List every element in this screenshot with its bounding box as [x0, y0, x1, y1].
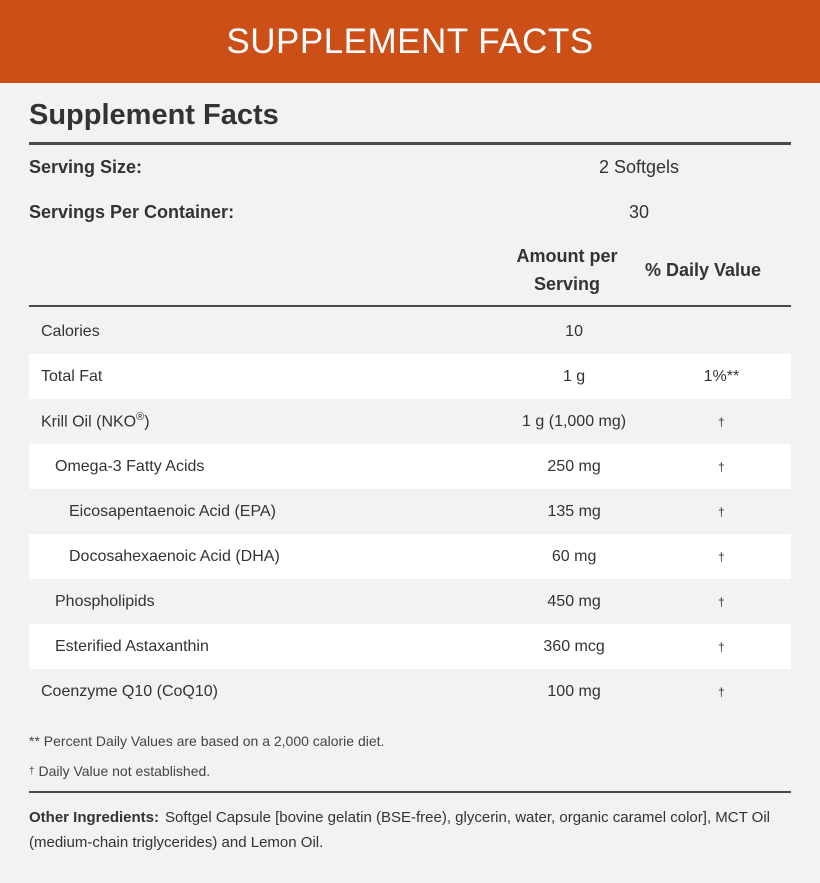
- table-row: Total Fat 1 g 1%**: [29, 354, 791, 399]
- page-banner: SUPPLEMENT FACTS: [0, 0, 820, 83]
- footnote-dagger: † Daily Value not established.: [29, 756, 791, 786]
- nutrient-amount: 100 mg: [547, 682, 601, 700]
- amount-per-serving-header: Amount per Serving: [509, 242, 625, 298]
- table-row: Eicosapentaenoic Acid (EPA) 135 mg †: [29, 489, 791, 534]
- nutrient-dv: †: [652, 683, 791, 701]
- nutrient-amount: 1 g: [562, 367, 586, 385]
- nutrient-dv: †: [652, 593, 791, 611]
- dagger-mark: †: [718, 549, 725, 564]
- footnote-divider: [29, 791, 791, 793]
- footnote-percent-dv: ** Percent Daily Values are based on a 2…: [29, 733, 385, 749]
- table-row: Phospholipids 450 mg †: [29, 579, 791, 624]
- supplement-facts-panel: Supplement Facts Serving Size: 2 Softgel…: [29, 83, 791, 855]
- nutrient-name: Calories: [41, 322, 100, 340]
- nutrient-amount: 250 mg: [547, 457, 601, 475]
- nutrient-amount: 450 mg: [547, 592, 601, 610]
- nutrient-dv: †: [652, 458, 791, 476]
- nutrient-name: Esterified Astaxanthin: [55, 637, 209, 655]
- other-ingredients-text: Softgel Capsule [bovine gelatin (BSE-fre…: [29, 809, 770, 851]
- banner-title: SUPPLEMENT FACTS: [226, 21, 594, 61]
- nutrient-name-text: Krill Oil (NKO: [41, 413, 137, 431]
- amount-header-line1: Amount per: [516, 246, 618, 266]
- heading-divider: [29, 142, 791, 145]
- table-row: Omega-3 Fatty Acids 250 mg †: [29, 444, 791, 489]
- nutrient-name: Docosahexaenoic Acid (DHA): [69, 547, 280, 565]
- dagger-mark: †: [718, 459, 725, 474]
- dagger-mark: †: [718, 504, 725, 519]
- dagger-mark: †: [718, 639, 725, 654]
- nutrient-dv: †: [652, 503, 791, 521]
- nutrient-dv: †: [652, 638, 791, 656]
- nutrient-amount: 360 mcg: [543, 637, 605, 655]
- nutrient-name: Phospholipids: [55, 592, 155, 610]
- servings-per-container-row: Servings Per Container: 30: [29, 190, 791, 235]
- dagger-mark: †: [718, 684, 725, 699]
- nutrient-amount: 135 mg: [547, 502, 601, 520]
- registered-mark: ®: [136, 411, 145, 424]
- amount-header-line2: Serving: [533, 274, 601, 294]
- servings-per-container-value: 30: [628, 202, 650, 222]
- nutrient-name: Eicosapentaenoic Acid (EPA): [69, 502, 276, 520]
- table-row: Krill Oil (NKO®) 1 g (1,000 mg) †: [29, 399, 791, 444]
- serving-size-label: Serving Size:: [29, 157, 143, 177]
- nutrient-dv: 1%**: [703, 367, 740, 385]
- nutrient-name: Coenzyme Q10 (CoQ10): [41, 682, 218, 700]
- nutrient-name: Omega-3 Fatty Acids: [55, 457, 205, 475]
- table-row: Esterified Astaxanthin 360 mcg †: [29, 624, 791, 669]
- nutrient-table: Calories 10 Total Fat 1 g 1%** Krill Oil…: [29, 309, 791, 714]
- header-divider: [29, 305, 791, 307]
- daily-value-header: % Daily Value: [644, 259, 762, 280]
- table-row: Coenzyme Q10 (CoQ10) 100 mg †: [29, 669, 791, 714]
- nutrient-amount: 10: [565, 322, 583, 340]
- nutrient-dv: †: [652, 413, 791, 431]
- nutrient-name: Total Fat: [41, 367, 103, 385]
- other-ingredients-label: Other Ingredients:: [29, 809, 160, 826]
- serving-size-row: Serving Size: 2 Softgels: [29, 145, 791, 190]
- facts-heading: Supplement Facts: [29, 99, 279, 131]
- table-row: Calories 10: [29, 309, 791, 354]
- footnotes: ** Percent Daily Values are based on a 2…: [29, 714, 791, 786]
- dagger-mark: †: [718, 414, 725, 429]
- footnote-dagger-text: Daily Value not established.: [34, 763, 211, 779]
- serving-size-value: 2 Softgels: [598, 157, 680, 177]
- nutrient-amount: 1 g (1,000 mg): [522, 412, 627, 430]
- other-ingredients: Other Ingredients: Softgel Capsule [bovin…: [29, 793, 791, 855]
- dagger-mark: †: [718, 594, 725, 609]
- servings-per-container-label: Servings Per Container:: [29, 202, 235, 222]
- nutrient-name: Krill Oil (NKO®): [29, 411, 516, 431]
- footnote-dagger-symbol: †: [29, 766, 35, 777]
- column-header-row: Amount per Serving % Daily Value: [29, 235, 791, 305]
- nutrient-dv: †: [652, 548, 791, 566]
- nutrient-amount: 60 mg: [551, 547, 597, 565]
- nutrient-name-suffix: ): [144, 413, 150, 431]
- table-row: Docosahexaenoic Acid (DHA) 60 mg †: [29, 534, 791, 579]
